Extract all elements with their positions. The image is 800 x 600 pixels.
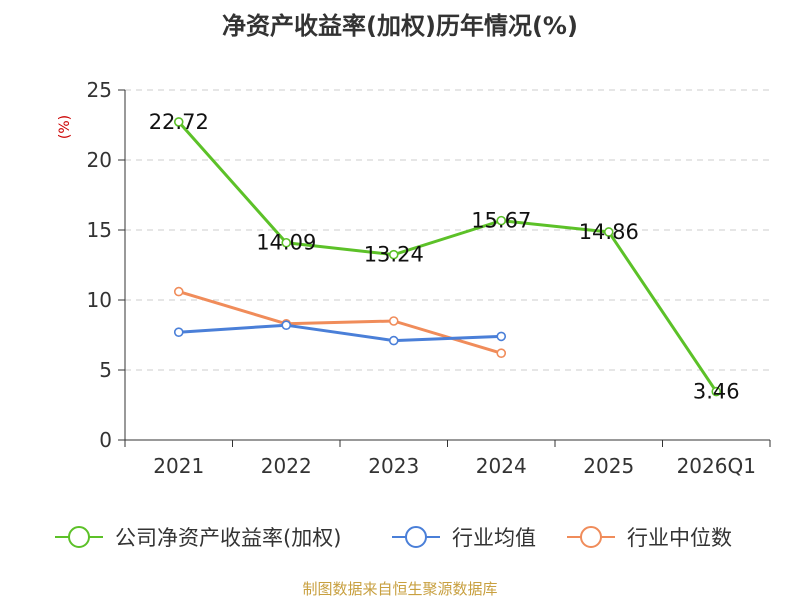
series-0 bbox=[173, 117, 722, 397]
data-label: 22.72 bbox=[149, 110, 209, 134]
data-label: 13.24 bbox=[364, 243, 424, 267]
legend-label: 行业均值 bbox=[452, 526, 536, 550]
data-point[interactable] bbox=[388, 316, 399, 326]
series-1 bbox=[173, 320, 507, 346]
y-tick-label: 20 bbox=[87, 148, 112, 172]
data-point[interactable] bbox=[388, 335, 399, 346]
source-note: 制图数据来自恒生聚源数据库 bbox=[302, 580, 497, 598]
data-point[interactable] bbox=[496, 331, 507, 342]
chart-title: 净资产收益率(加权)历年情况(%) bbox=[222, 12, 578, 40]
y-tick-label: 5 bbox=[99, 358, 112, 382]
data-label: 3.46 bbox=[693, 380, 740, 404]
series-2 bbox=[173, 286, 507, 359]
data-label: 14.09 bbox=[256, 231, 316, 255]
data-point[interactable] bbox=[388, 249, 399, 260]
legend-item-1[interactable]: 行业均值 bbox=[392, 526, 536, 550]
y-tick-label: 10 bbox=[87, 288, 112, 312]
data-point[interactable] bbox=[281, 237, 292, 248]
x-tick-label: 2023 bbox=[368, 454, 419, 478]
legend-label: 公司净资产收益率(加权) bbox=[115, 526, 341, 550]
legend-swatch-marker bbox=[68, 526, 90, 548]
legend-item-2[interactable]: 行业中位数 bbox=[567, 526, 732, 550]
series-line bbox=[178, 323, 502, 343]
data-point[interactable] bbox=[496, 348, 507, 359]
legend: 公司净资产收益率(加权) 行业均值 行业中位数 bbox=[55, 526, 732, 550]
series-lines bbox=[173, 117, 722, 397]
data-point[interactable] bbox=[281, 320, 292, 331]
x-tick-label: 2026Q1 bbox=[677, 454, 756, 478]
y-axis-label: (%) bbox=[57, 115, 73, 139]
series-line bbox=[177, 120, 718, 393]
grid-lines bbox=[125, 89, 770, 371]
x-tick-label: 2022 bbox=[261, 454, 312, 478]
legend-item-0[interactable]: 公司净资产收益率(加权) bbox=[55, 526, 341, 550]
y-tick-label: 25 bbox=[87, 78, 112, 102]
y-tick-label: 0 bbox=[99, 428, 112, 452]
x-tick-label: 2024 bbox=[476, 454, 527, 478]
series-line bbox=[178, 290, 502, 355]
data-label: 14.86 bbox=[579, 220, 639, 244]
data-point[interactable] bbox=[603, 227, 614, 237]
data-point[interactable] bbox=[173, 327, 184, 338]
data-labels: 22.72 14.09 13.24 15.67 14.86 3.46 bbox=[149, 110, 740, 404]
data-point[interactable] bbox=[173, 117, 184, 127]
data-point[interactable] bbox=[173, 286, 184, 297]
x-tick-label: 2025 bbox=[583, 454, 634, 478]
x-tick-label: 2021 bbox=[153, 454, 204, 478]
legend-label: 行业中位数 bbox=[627, 526, 732, 550]
legend-swatch-marker bbox=[405, 526, 427, 548]
data-point[interactable] bbox=[496, 215, 507, 226]
data-label: 15.67 bbox=[471, 209, 531, 233]
data-point[interactable] bbox=[711, 386, 722, 397]
y-tick-label: 15 bbox=[87, 218, 112, 242]
legend-swatch-marker bbox=[580, 526, 602, 548]
